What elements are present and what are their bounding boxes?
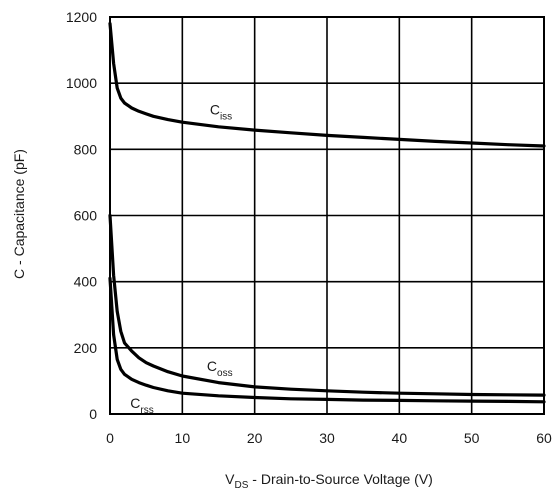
series-labels: Ciss Coss Crss — [130, 102, 232, 416]
x-tick-label: 10 — [175, 430, 191, 446]
y-tick-label: 0 — [89, 406, 97, 422]
ciss-curve — [108, 22, 546, 148]
x-tick-label: 20 — [247, 430, 263, 446]
y-tick-labels: 0 200 400 600 800 1000 1200 — [66, 9, 97, 422]
crss-curve — [108, 276, 546, 404]
ciss-label: Ciss — [210, 102, 232, 123]
grid — [109, 16, 545, 415]
y-tick-label: 800 — [74, 141, 98, 157]
y-tick-label: 1000 — [66, 75, 97, 91]
x-tick-label: 30 — [319, 430, 335, 446]
y-axis-label: C - Capacitance (pF) — [11, 149, 27, 279]
y-tick-label: 600 — [74, 208, 98, 224]
coss-curve — [108, 213, 546, 397]
plot-frame — [109, 16, 545, 415]
x-tick-label: 50 — [464, 430, 480, 446]
crss-label: Crss — [130, 395, 153, 416]
x-tick-label: 60 — [536, 430, 552, 446]
x-axis-label: VDS - Drain-to-Source Voltage (V) — [225, 471, 433, 491]
y-tick-label: 200 — [74, 340, 98, 356]
x-tick-label: 0 — [106, 430, 114, 446]
x-tick-labels: 0 10 20 30 40 50 60 — [106, 430, 552, 446]
x-tick-label: 40 — [392, 430, 408, 446]
y-tick-label: 1200 — [66, 9, 97, 25]
coss-label: Coss — [207, 358, 233, 379]
y-tick-label: 400 — [74, 274, 98, 290]
series-curves — [108, 22, 546, 404]
